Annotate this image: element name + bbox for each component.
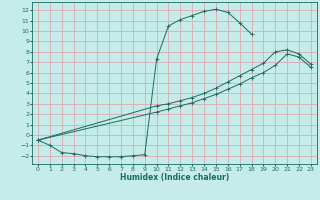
X-axis label: Humidex (Indice chaleur): Humidex (Indice chaleur) — [120, 173, 229, 182]
